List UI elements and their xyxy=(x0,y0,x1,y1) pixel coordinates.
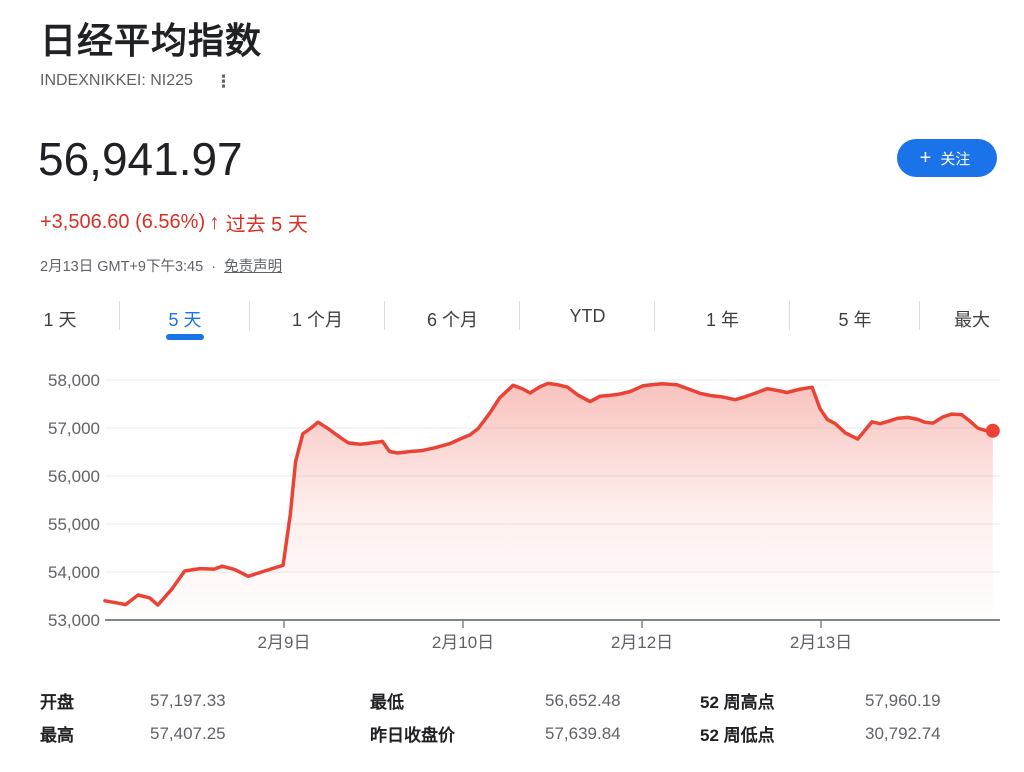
y-tick-label: 53,000 xyxy=(48,611,100,630)
x-tick-label: 2月10日 xyxy=(432,633,494,652)
up-arrow-icon: ↑ xyxy=(209,210,220,234)
price-chart[interactable]: 58,000 57,000 56,000 55,000 54,000 53,000 2月9日… xyxy=(0,360,1024,660)
y-tick-label: 58,000 xyxy=(48,371,100,390)
y-tick-label: 55,000 xyxy=(48,515,100,534)
y-tick-label: 56,000 xyxy=(48,467,100,486)
tab-ytd[interactable]: YTD xyxy=(520,297,655,343)
active-tab-underline xyxy=(166,334,204,340)
quote-timestamp-row: 2月13日 GMT+9下午3:45 · 免责声明 xyxy=(40,255,282,276)
stat-value-low: 56,652.48 xyxy=(545,690,621,710)
stat-label-low: 最低 xyxy=(370,693,404,712)
area-fill xyxy=(105,383,993,619)
page-title: 日经平均指数 xyxy=(40,20,263,61)
stat-label-prev-close: 昨日收盘价 xyxy=(370,726,455,745)
tab-max[interactable]: 最大 xyxy=(920,297,1024,343)
price-line xyxy=(103,381,995,607)
follow-button[interactable]: + 关注 xyxy=(897,139,997,177)
tab-1-year[interactable]: 1 年 xyxy=(655,297,790,343)
x-tick-label: 2月13日 xyxy=(790,633,852,652)
stat-label-52wk-low: 52 周低点 xyxy=(700,726,775,745)
stat-value-high: 57,407.25 xyxy=(150,723,226,743)
change-period-label: 过去 5 天 xyxy=(225,214,308,236)
ticker-row: INDEXNIKKEI: NI225 ⋮ xyxy=(40,72,232,90)
tab-label: 5 年 xyxy=(838,310,872,330)
tab-label: 1 年 xyxy=(705,310,739,330)
stat-label-open: 开盘 xyxy=(40,693,74,712)
stat-value-prev-close: 57,639.84 xyxy=(545,723,621,743)
kebab-menu-icon[interactable]: ⋮ xyxy=(214,71,232,91)
tab-1-month[interactable]: 1 个月 xyxy=(250,297,385,343)
y-tick-label: 54,000 xyxy=(48,563,100,582)
current-price: 56,941.97 xyxy=(38,133,243,185)
x-tick-label: 2月9日 xyxy=(258,633,311,652)
tab-label: 最大 xyxy=(954,310,990,330)
stat-value-52wk-high: 57,960.19 xyxy=(865,690,941,710)
tab-5-years[interactable]: 5 年 xyxy=(790,297,920,343)
ticker-symbol: INDEXNIKKEI: NI225 xyxy=(40,72,193,89)
key-stats-table: 开盘 57,197.33 最低 56,652.48 52 周高点 57,960.… xyxy=(40,684,1000,750)
tab-label: 5 天 xyxy=(168,310,202,330)
tab-label: 1 个月 xyxy=(291,310,343,330)
x-tick-label: 2月12日 xyxy=(611,633,673,652)
follow-button-label: 关注 xyxy=(940,150,971,168)
timestamp: 2月13日 GMT+9下午3:45 xyxy=(40,259,204,275)
stat-value-open: 57,197.33 xyxy=(150,690,226,710)
price-change-value: +3,506.60 (6.56%) xyxy=(40,211,206,233)
tab-label: 6 个月 xyxy=(426,310,478,330)
y-tick-label: 57,000 xyxy=(48,419,100,438)
current-price-dot xyxy=(985,423,1000,438)
plus-icon: + xyxy=(919,147,932,169)
tab-label: 1 天 xyxy=(43,310,77,330)
price-change-row: +3,506.60 (6.56%) ↑ 过去 5 天 xyxy=(40,208,308,237)
separator-dot: · xyxy=(211,259,217,275)
stat-label-52wk-high: 52 周高点 xyxy=(700,693,775,712)
time-range-tabs: 1 天 5 天 1 个月 6 个月 YTD 1 年 5 年 最大 xyxy=(0,297,1024,343)
disclaimer-link[interactable]: 免责声明 xyxy=(224,259,283,275)
stat-label-high: 最高 xyxy=(40,726,74,745)
tab-1-day[interactable]: 1 天 xyxy=(0,297,120,343)
tab-label: YTD xyxy=(569,306,606,326)
tab-5-days[interactable]: 5 天 xyxy=(120,297,250,343)
tab-6-months[interactable]: 6 个月 xyxy=(385,297,520,343)
chart-svg: 58,000 57,000 56,000 55,000 54,000 53,000 2月9日… xyxy=(48,371,1000,652)
stat-value-52wk-low: 30,792.74 xyxy=(865,723,941,743)
